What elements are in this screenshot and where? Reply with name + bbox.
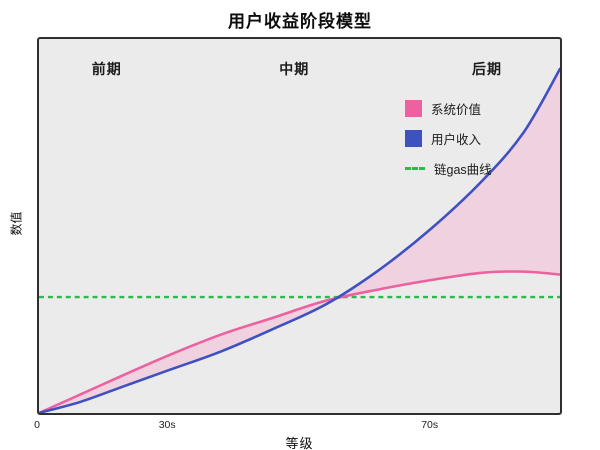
x-axis-label: 等级 xyxy=(285,436,314,450)
legend-item-gas-curve: 链gas曲线 xyxy=(405,159,492,178)
x-axis-ticks: 0 30s 70s xyxy=(34,419,562,433)
x-tick-label: 70s xyxy=(421,419,439,431)
plot-area: 前期 中期 后期 系统价值 用户收入 链gas曲线 xyxy=(37,37,562,415)
series-line-user-income xyxy=(39,67,560,413)
x-tick-label: 30s xyxy=(158,419,176,431)
chart-title: 用户收益阶段模型 xyxy=(228,12,372,31)
legend-item-user-income: 用户收入 xyxy=(405,129,492,148)
legend-swatch-user-income xyxy=(405,130,422,147)
legend-item-system-value: 系统价值 xyxy=(405,99,492,118)
phase-label-late: 后期 xyxy=(472,61,503,77)
legend-dash-swatch xyxy=(405,167,425,170)
y-axis-label: 数值 xyxy=(9,211,24,236)
series-line-system-value xyxy=(39,270,560,413)
legend-label-user-income: 用户收入 xyxy=(431,133,482,147)
fill-between-area xyxy=(39,68,560,413)
phase-label-mid: 中期 xyxy=(279,61,310,77)
legend-label-gas-curve: 链gas曲线 xyxy=(434,163,492,177)
legend-label-system-value: 系统价值 xyxy=(431,103,482,117)
x-tick-label: 0 xyxy=(34,419,40,431)
chart-canvas xyxy=(39,67,560,413)
legend: 系统价值 用户收入 链gas曲线 xyxy=(405,99,492,178)
phase-label-early: 前期 xyxy=(91,61,122,77)
legend-swatch-system-value xyxy=(405,100,422,117)
